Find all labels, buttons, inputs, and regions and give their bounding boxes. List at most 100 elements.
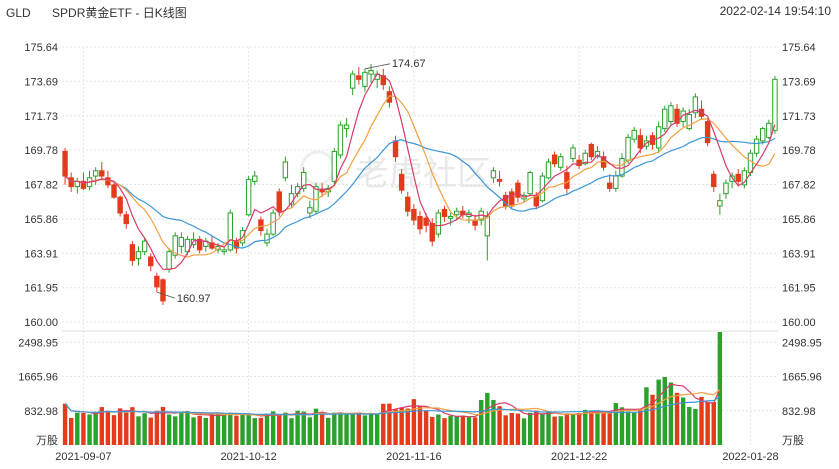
candle-body (258, 219, 264, 232)
candle-body (307, 207, 313, 214)
volume-bar (393, 409, 398, 445)
candle (99, 161, 105, 180)
volume-bar (491, 399, 496, 445)
candle-body (301, 172, 307, 189)
candle (62, 147, 68, 185)
volume-bar (540, 414, 545, 445)
volume-bar (356, 412, 362, 445)
candle (80, 172, 87, 191)
volume-bar (277, 415, 282, 445)
price-tick-left: 160.00 (24, 317, 58, 329)
candle-body (62, 150, 68, 177)
candle-body (160, 279, 166, 302)
candle (496, 170, 503, 187)
volume-bar (154, 410, 160, 445)
candle-body (558, 156, 564, 168)
candle-body (368, 70, 374, 75)
price-tick-left: 165.86 (24, 214, 58, 226)
candle-body (527, 172, 533, 195)
volume-bar (117, 408, 123, 445)
candle-body (417, 216, 423, 230)
candle-body (386, 91, 393, 103)
date-tick: 2021-11-16 (386, 451, 441, 463)
candle (405, 191, 411, 217)
candle (527, 170, 533, 196)
candle (362, 68, 368, 92)
candle-body (405, 196, 411, 212)
volume-bar (374, 414, 380, 445)
candle-body (717, 200, 723, 207)
volume-bar (583, 409, 588, 445)
candle-body (80, 180, 87, 189)
candle (466, 209, 472, 224)
chart-header: GLD SPDR黄金ETF - 日K线图 (6, 4, 187, 21)
candle-body (735, 173, 741, 182)
candle-body (343, 124, 350, 130)
volume-bar (644, 387, 649, 445)
volume-bar (209, 413, 215, 445)
candle-body (392, 140, 399, 158)
candle (704, 118, 711, 147)
candle (129, 241, 136, 266)
volume-bar (270, 411, 276, 445)
candle (123, 211, 129, 229)
candle (472, 214, 478, 231)
volume-bar (711, 402, 716, 445)
volume-bar (448, 415, 453, 445)
volume-bar (313, 408, 319, 445)
price-tick-right: 173.69 (782, 76, 816, 88)
candle-body (515, 182, 521, 198)
candle (711, 170, 717, 192)
volume-bar (319, 412, 325, 445)
candle (655, 121, 662, 154)
volume-bar (240, 413, 245, 445)
volume-bar (656, 379, 661, 445)
candle (417, 211, 423, 235)
candle (172, 232, 178, 259)
candle-body (209, 242, 215, 249)
volume-bar (75, 412, 80, 445)
low-annotation-leader (156, 291, 175, 299)
candle-body (264, 233, 270, 244)
candle-body (362, 71, 368, 87)
candle (86, 170, 93, 191)
price-tick-left: 163.91 (24, 248, 58, 260)
volume-bar (93, 412, 98, 445)
timestamp: 2022-02-14 19:54:10 (719, 4, 831, 18)
candle-body (99, 170, 105, 177)
volume-bar (258, 417, 264, 445)
candle-body (741, 170, 748, 186)
volume-bar (295, 410, 300, 445)
candle-body (221, 249, 227, 253)
volume-bar (485, 392, 490, 445)
volume-bar (338, 412, 343, 445)
candle (594, 146, 601, 159)
candle (698, 100, 705, 120)
volume-bar (662, 376, 667, 445)
candle (723, 179, 729, 199)
volume-unit-right: 万股 (782, 434, 804, 447)
volume-bar (601, 411, 606, 445)
candle-body (509, 191, 515, 207)
volume-bar (283, 412, 288, 445)
volume-bar (326, 417, 331, 445)
candle (539, 172, 546, 203)
candle-body (631, 129, 637, 140)
candle-body (484, 216, 491, 237)
candle (331, 147, 338, 185)
volume-bar (179, 411, 184, 445)
volume-bar (478, 400, 484, 445)
chart-title: SPDR黄金ETF - 日K线图 (52, 6, 187, 20)
candle (209, 235, 215, 250)
candle-body (148, 256, 154, 267)
price-tick-right: 165.86 (782, 214, 816, 226)
candle-body (772, 78, 778, 131)
volume-bar (301, 411, 306, 445)
candle-body (723, 182, 729, 195)
candle (380, 68, 386, 90)
candle-body (582, 152, 588, 165)
candle (570, 144, 576, 162)
price-tick-left: 167.82 (24, 180, 58, 192)
volume-bar (246, 414, 251, 445)
volume-bar (650, 394, 655, 445)
